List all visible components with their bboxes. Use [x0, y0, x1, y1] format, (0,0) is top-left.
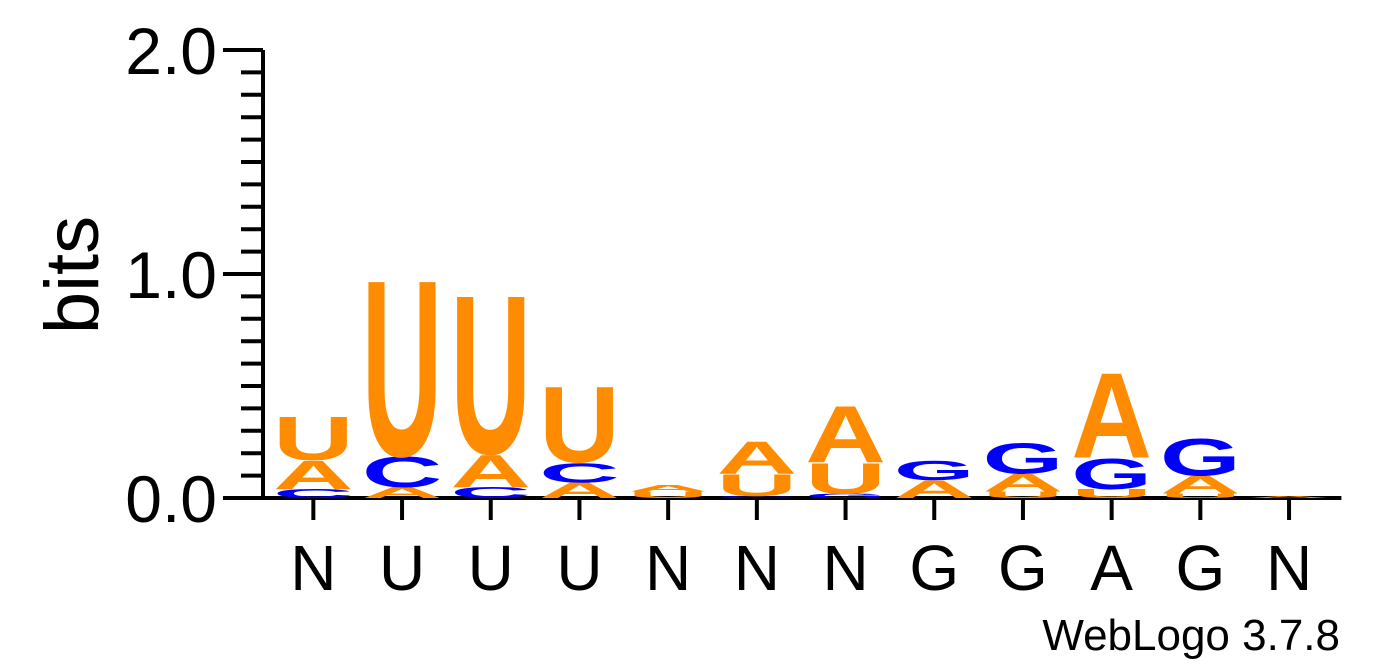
logo-letter-g: G: [1071, 450, 1152, 499]
logo-letter-g: G: [805, 492, 886, 499]
logo-letter-u: U: [1160, 492, 1241, 499]
x-tick-label: G: [909, 532, 959, 604]
x-tick-label: G: [1175, 532, 1225, 604]
weblogo-credit: WebLogo 3.7.8: [1042, 611, 1340, 660]
logo-letter-a: A: [628, 483, 709, 493]
logo-letter-u: U: [273, 404, 354, 473]
x-tick-label: N: [734, 532, 780, 604]
x-tick-label: N: [290, 532, 336, 604]
logo-letter-a: A: [805, 389, 886, 479]
logo-letter-a: A: [1160, 471, 1241, 499]
x-tick-label: N: [822, 532, 868, 604]
logo-letter-a: A: [1071, 347, 1152, 483]
x-tick-label: U: [468, 532, 514, 604]
logo-letter-g: G: [1160, 428, 1241, 487]
logo-letter-a: A: [273, 452, 354, 497]
logo-letter-c: C: [539, 457, 620, 488]
logo-letter-c: C: [717, 495, 798, 499]
logo-letter-g: G: [983, 434, 1064, 483]
logo-letter-u: U: [716, 468, 797, 503]
logo-letter-g: G: [894, 455, 975, 486]
logo-letter-a: A: [717, 431, 798, 483]
logo-letter-c: C: [362, 447, 443, 496]
x-tick-label: G: [998, 532, 1048, 604]
logo-letter-u: U: [362, 229, 443, 510]
x-tick-label: N: [1266, 532, 1312, 604]
logo-letter-u: U: [805, 454, 886, 503]
logo-letter-u: U: [450, 248, 531, 502]
logo-letter-a: A: [539, 479, 620, 503]
y-tick-label: 1.0: [125, 238, 217, 312]
logo-letter-a: A: [1249, 495, 1330, 499]
logo-letter-u: U: [628, 490, 709, 500]
logo-letter-a: A: [983, 469, 1064, 497]
axes: 0.01.02.0N U U U N N N G G A G N: [125, 14, 1342, 604]
y-axis-label: bits: [30, 216, 115, 334]
logo-letter-a: A: [894, 476, 975, 504]
x-tick-label: U: [556, 532, 602, 604]
x-tick-label: U: [379, 532, 425, 604]
logo-letter-c: C: [273, 487, 354, 501]
x-tick-label: A: [1090, 532, 1133, 604]
logo-letter-u: U: [539, 364, 620, 485]
y-tick-label: 2.0: [125, 14, 217, 88]
x-tick-label: N: [645, 532, 691, 604]
y-tick-label: 0.0: [125, 462, 217, 536]
logo-letter-a: A: [362, 484, 443, 501]
logo-letter-c: C: [450, 484, 531, 501]
logo-letter-a: A: [450, 445, 531, 497]
logo-letter-u: U: [1071, 487, 1152, 501]
logo-letter-u: U: [983, 490, 1064, 500]
